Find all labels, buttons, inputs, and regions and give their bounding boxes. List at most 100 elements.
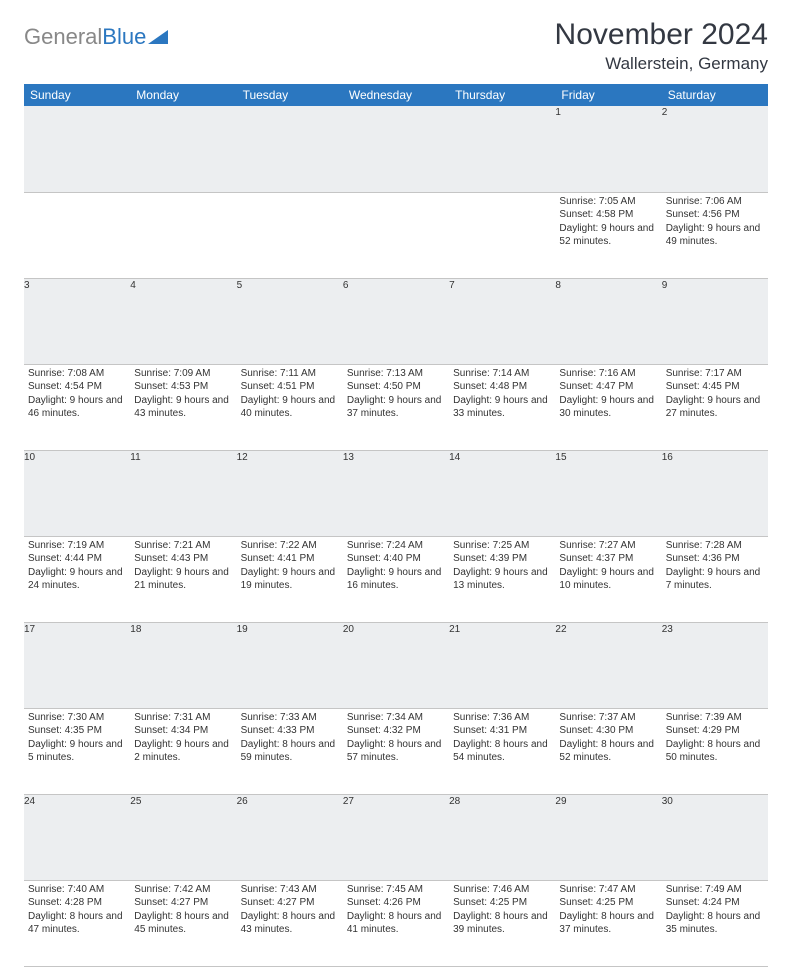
title-block: November 2024 Wallerstein, Germany xyxy=(555,18,768,74)
sunrise-text: Sunrise: 7:45 AM xyxy=(347,883,445,897)
logo: GeneralBlue xyxy=(24,18,168,50)
sunset-text: Sunset: 4:58 PM xyxy=(559,208,657,222)
day-number-cell: 24 xyxy=(24,794,130,880)
sunset-text: Sunset: 4:40 PM xyxy=(347,552,445,566)
day-cell-body: Sunrise: 7:43 AMSunset: 4:27 PMDaylight:… xyxy=(237,881,343,941)
day-number-row: 17181920212223 xyxy=(24,622,768,708)
sunset-text: Sunset: 4:24 PM xyxy=(666,896,764,910)
daylight-text: Daylight: 9 hours and 16 minutes. xyxy=(347,566,445,593)
week-row: Sunrise: 7:19 AMSunset: 4:44 PMDaylight:… xyxy=(24,536,768,622)
daylight-text: Daylight: 8 hours and 52 minutes. xyxy=(559,738,657,765)
day-number-cell: 3 xyxy=(24,278,130,364)
day-cell-body: Sunrise: 7:14 AMSunset: 4:48 PMDaylight:… xyxy=(449,365,555,425)
day-number: 30 xyxy=(662,796,673,807)
day-number-cell: 17 xyxy=(24,622,130,708)
day-cell-body: Sunrise: 7:49 AMSunset: 4:24 PMDaylight:… xyxy=(662,881,768,941)
day-number: 22 xyxy=(555,624,566,635)
day-number-cell: 15 xyxy=(555,450,661,536)
daylight-text: Daylight: 8 hours and 45 minutes. xyxy=(134,910,232,937)
day-number: 14 xyxy=(449,452,460,463)
day-number-cell: 8 xyxy=(555,278,661,364)
daylight-text: Daylight: 9 hours and 21 minutes. xyxy=(134,566,232,593)
sunset-text: Sunset: 4:33 PM xyxy=(241,724,339,738)
day-number-row: 3456789 xyxy=(24,278,768,364)
day-number-cell xyxy=(449,106,555,192)
day-number: 5 xyxy=(237,280,243,291)
day-number-cell: 7 xyxy=(449,278,555,364)
day-number-cell: 12 xyxy=(237,450,343,536)
sunset-text: Sunset: 4:45 PM xyxy=(666,380,764,394)
day-number-cell xyxy=(343,106,449,192)
sunrise-text: Sunrise: 7:06 AM xyxy=(666,195,764,209)
sunset-text: Sunset: 4:37 PM xyxy=(559,552,657,566)
weekday-header: Saturday xyxy=(662,84,768,106)
day-cell: Sunrise: 7:19 AMSunset: 4:44 PMDaylight:… xyxy=(24,536,130,622)
day-number: 29 xyxy=(555,796,566,807)
week-row: Sunrise: 7:30 AMSunset: 4:35 PMDaylight:… xyxy=(24,708,768,794)
day-number: 13 xyxy=(343,452,354,463)
sunset-text: Sunset: 4:34 PM xyxy=(134,724,232,738)
day-cell: Sunrise: 7:40 AMSunset: 4:28 PMDaylight:… xyxy=(24,880,130,966)
day-number-cell: 29 xyxy=(555,794,661,880)
day-cell-body: Sunrise: 7:06 AMSunset: 4:56 PMDaylight:… xyxy=(662,193,768,253)
sunset-text: Sunset: 4:39 PM xyxy=(453,552,551,566)
daylight-text: Daylight: 9 hours and 13 minutes. xyxy=(453,566,551,593)
weekday-header: Monday xyxy=(130,84,236,106)
day-cell xyxy=(24,192,130,278)
day-number-cell: 26 xyxy=(237,794,343,880)
daylight-text: Daylight: 8 hours and 41 minutes. xyxy=(347,910,445,937)
day-cell: Sunrise: 7:27 AMSunset: 4:37 PMDaylight:… xyxy=(555,536,661,622)
logo-triangle-icon xyxy=(148,28,168,44)
day-cell-body: Sunrise: 7:13 AMSunset: 4:50 PMDaylight:… xyxy=(343,365,449,425)
day-cell-body: Sunrise: 7:16 AMSunset: 4:47 PMDaylight:… xyxy=(555,365,661,425)
day-cell: Sunrise: 7:16 AMSunset: 4:47 PMDaylight:… xyxy=(555,364,661,450)
daylight-text: Daylight: 9 hours and 19 minutes. xyxy=(241,566,339,593)
day-number-cell: 13 xyxy=(343,450,449,536)
day-number-cell: 11 xyxy=(130,450,236,536)
day-number-cell: 2 xyxy=(662,106,768,192)
weekday-header-row: Sunday Monday Tuesday Wednesday Thursday… xyxy=(24,84,768,106)
daylight-text: Daylight: 8 hours and 43 minutes. xyxy=(241,910,339,937)
day-cell: Sunrise: 7:37 AMSunset: 4:30 PMDaylight:… xyxy=(555,708,661,794)
day-number-cell: 10 xyxy=(24,450,130,536)
sunset-text: Sunset: 4:30 PM xyxy=(559,724,657,738)
sunset-text: Sunset: 4:35 PM xyxy=(28,724,126,738)
sunrise-text: Sunrise: 7:13 AM xyxy=(347,367,445,381)
sunrise-text: Sunrise: 7:24 AM xyxy=(347,539,445,553)
day-number-cell xyxy=(24,106,130,192)
sunrise-text: Sunrise: 7:46 AM xyxy=(453,883,551,897)
day-cell xyxy=(449,192,555,278)
day-cell xyxy=(237,192,343,278)
day-number: 19 xyxy=(237,624,248,635)
header: GeneralBlue November 2024 Wallerstein, G… xyxy=(24,18,768,74)
day-cell-body: Sunrise: 7:09 AMSunset: 4:53 PMDaylight:… xyxy=(130,365,236,425)
day-cell-body: Sunrise: 7:39 AMSunset: 4:29 PMDaylight:… xyxy=(662,709,768,769)
daylight-text: Daylight: 8 hours and 47 minutes. xyxy=(28,910,126,937)
sunrise-text: Sunrise: 7:08 AM xyxy=(28,367,126,381)
week-row: Sunrise: 7:40 AMSunset: 4:28 PMDaylight:… xyxy=(24,880,768,966)
day-number-cell: 9 xyxy=(662,278,768,364)
sunrise-text: Sunrise: 7:19 AM xyxy=(28,539,126,553)
day-number: 3 xyxy=(24,280,30,291)
sunset-text: Sunset: 4:36 PM xyxy=(666,552,764,566)
daylight-text: Daylight: 9 hours and 27 minutes. xyxy=(666,394,764,421)
daylight-text: Daylight: 8 hours and 50 minutes. xyxy=(666,738,764,765)
day-number-cell: 14 xyxy=(449,450,555,536)
day-number: 1 xyxy=(555,107,561,118)
day-cell-body: Sunrise: 7:27 AMSunset: 4:37 PMDaylight:… xyxy=(555,537,661,597)
day-number: 6 xyxy=(343,280,349,291)
sunrise-text: Sunrise: 7:05 AM xyxy=(559,195,657,209)
sunset-text: Sunset: 4:28 PM xyxy=(28,896,126,910)
day-cell-body: Sunrise: 7:31 AMSunset: 4:34 PMDaylight:… xyxy=(130,709,236,769)
daylight-text: Daylight: 8 hours and 39 minutes. xyxy=(453,910,551,937)
daylight-text: Daylight: 9 hours and 10 minutes. xyxy=(559,566,657,593)
daylight-text: Daylight: 8 hours and 57 minutes. xyxy=(347,738,445,765)
day-cell: Sunrise: 7:22 AMSunset: 4:41 PMDaylight:… xyxy=(237,536,343,622)
day-cell: Sunrise: 7:31 AMSunset: 4:34 PMDaylight:… xyxy=(130,708,236,794)
daylight-text: Daylight: 9 hours and 49 minutes. xyxy=(666,222,764,249)
day-cell-body: Sunrise: 7:42 AMSunset: 4:27 PMDaylight:… xyxy=(130,881,236,941)
week-row: Sunrise: 7:08 AMSunset: 4:54 PMDaylight:… xyxy=(24,364,768,450)
day-number: 11 xyxy=(130,452,140,463)
day-cell-body: Sunrise: 7:25 AMSunset: 4:39 PMDaylight:… xyxy=(449,537,555,597)
daylight-text: Daylight: 9 hours and 5 minutes. xyxy=(28,738,126,765)
